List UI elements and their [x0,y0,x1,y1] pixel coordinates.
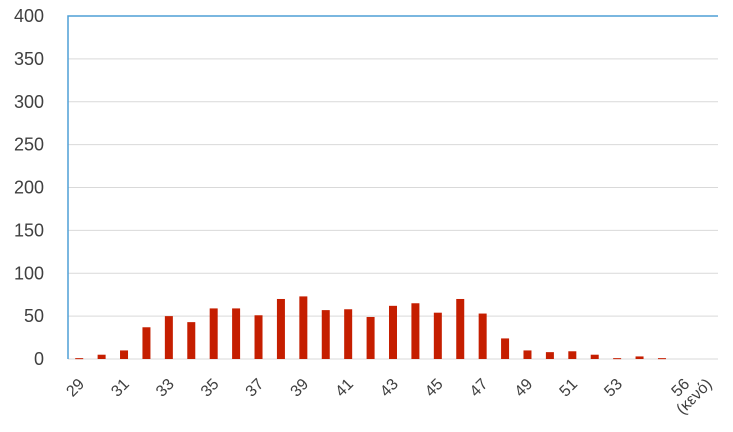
bar [299,296,308,359]
plot-frame [67,15,718,359]
y-tick-label: 0 [34,349,44,369]
x-tick-label: 37 [243,376,268,401]
y-axis: 0 50 100 150 200 250 300 350 400 [14,6,44,369]
bar [209,308,218,359]
y-tick-label: 400 [14,6,44,26]
x-tick-label: 47 [467,376,492,401]
bar [389,305,397,359]
y-tick-label: 300 [14,92,44,112]
bar [635,356,644,359]
bar [366,316,375,359]
gridlines [68,58,718,360]
y-tick-label: 100 [14,263,44,283]
x-tick-label: 53 [601,376,626,401]
bars [75,296,666,360]
bar [613,358,622,360]
y-tick-label: 350 [14,49,44,69]
x-tick-label: 29 [63,376,88,401]
bar [433,312,442,359]
x-tick-label: 49 [512,376,537,401]
bar [276,298,285,359]
bar [75,358,84,360]
y-tick-label: 150 [14,220,44,240]
x-tick-label: 39 [288,376,313,401]
x-axis: 29 31 33 35 37 39 41 43 45 47 49 51 53 56(κενό) [63,376,715,418]
bar [187,322,196,359]
x-tick-label: 35 [198,376,223,401]
bar [344,309,353,359]
bar [120,350,129,359]
bar [321,310,330,359]
bar [590,354,599,359]
x-tick-label: 41 [332,376,357,401]
x-tick-label: 33 [153,376,178,401]
x-tick-label: 31 [108,376,133,401]
bar [411,303,420,359]
bar [254,315,263,359]
bar [456,298,465,359]
bar [523,350,532,359]
bar [97,354,106,359]
plot-border [67,15,718,359]
bar [478,313,487,359]
x-tick-label: 45 [422,376,447,401]
y-tick-label: 250 [14,135,44,155]
y-tick-label: 50 [24,306,44,326]
bar [164,316,173,360]
bar [142,327,151,359]
bar [657,358,666,360]
bar [545,352,554,359]
x-tick-label: 43 [377,376,402,401]
y-tick-label: 200 [14,178,44,198]
x-tick-label: 51 [557,376,582,401]
bar [501,338,510,359]
bar [232,308,241,359]
bar [568,351,577,359]
